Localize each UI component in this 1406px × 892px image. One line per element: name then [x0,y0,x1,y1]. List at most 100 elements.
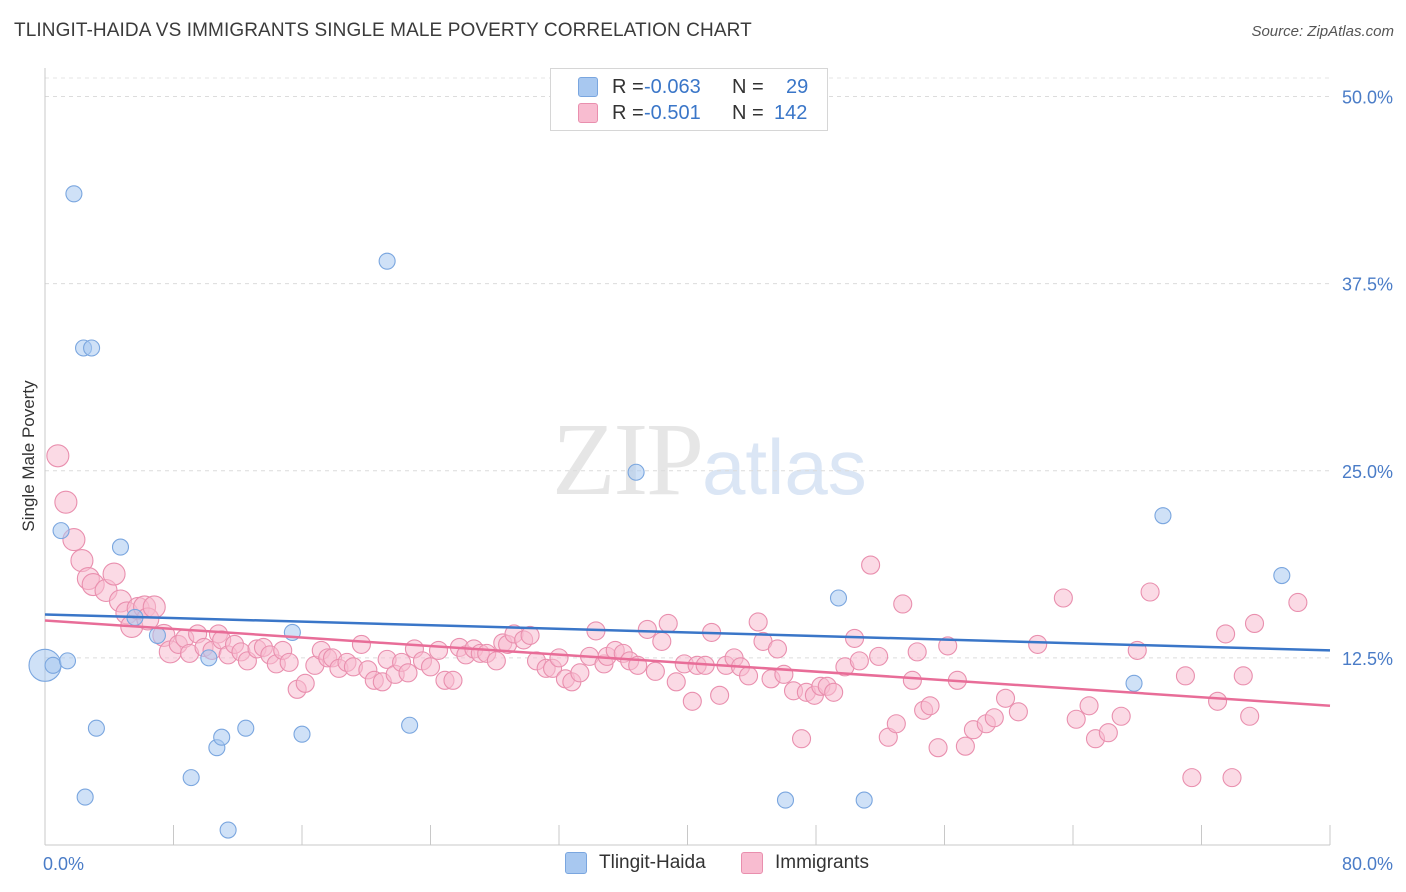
immigrants-point [907,642,927,662]
watermark-atlas: atlas [702,423,867,511]
immigrants-point [351,634,371,654]
immigrants-point [279,652,299,672]
axes [44,68,1331,846]
immigrants-point [295,673,315,693]
immigrants-point [791,729,812,749]
immigrants-point [920,696,940,716]
legend-swatch-pink [741,852,763,874]
tlingit-haida-point [1125,674,1143,692]
legend-n-value: 29 [786,75,809,98]
tlingit-haida-point [378,252,396,270]
tlingit-haida-point [855,791,873,809]
immigrants-point [1053,588,1073,608]
immigrants-point [861,555,881,575]
source-label: Source: ZipAtlas.com [1251,23,1394,40]
tlingit-haida-point [293,725,311,743]
immigrants-point [645,661,665,681]
legend-item-tlingit-haida[interactable]: Tlingit-Haida [565,852,706,874]
immigrants-trend-line [44,619,1331,708]
tlingit-haida-point [776,791,795,809]
immigrants-point [1111,706,1131,726]
tlingit-haida-trend-line [44,613,1331,652]
legend-r-value: -0.063 [644,75,701,98]
immigrants-point [1233,666,1253,686]
immigrants-point [767,639,788,659]
immigrants-point [54,490,78,514]
tlingit-haida-point [83,339,101,357]
x-tick-label-min: 0.0% [43,854,84,874]
y-tick-label: 12.5% [1342,649,1393,669]
tlingit-haida-point [829,589,848,607]
y-tick-label: 37.5% [1342,275,1393,295]
trend-lines [44,613,1331,708]
immigrants-point [1175,666,1195,686]
immigrants-point [886,714,906,734]
immigrants-point [549,648,569,668]
immigrants-point [398,663,418,683]
immigrants-point [658,613,678,633]
tlingit-haida-point [111,538,130,556]
immigrants-point [46,444,70,468]
immigrants-point [1066,709,1086,729]
legend-n-value: 142 [774,101,808,124]
legend-swatch-blue [565,852,587,874]
legend-label: Tlingit-Haida [599,852,706,873]
tlingit-haida-point [58,652,77,670]
immigrants-point [420,657,441,677]
y-tick-label: 25.0% [1342,462,1393,482]
immigrants-point [1288,592,1308,613]
tlingit-haida-point [148,626,166,644]
immigrants-point [1208,691,1228,711]
immigrants-point [869,646,889,666]
immigrants-point [142,595,166,619]
immigrants-point [1240,706,1260,726]
immigrants-point [1098,723,1118,743]
x-tick-label-max: 80.0% [1342,854,1393,874]
immigrants-point [1079,696,1099,716]
legend-r-value: -0.501 [644,101,701,124]
immigrants-point [995,688,1016,708]
legend-item-immigrants[interactable]: Immigrants [741,852,869,874]
immigrants-point [849,651,869,671]
immigrants-point [486,651,506,671]
immigrants-point [902,670,922,690]
tlingit-haida-point [87,719,105,737]
tlingit-haida-point [1273,566,1291,585]
immigrants-point [570,663,590,683]
legend-r-label: R = [612,101,644,124]
immigrants-points [46,444,1308,788]
tlingit-haida-point [627,463,645,481]
gridlines [45,77,1330,659]
legend-swatch-pink [578,103,598,123]
immigrants-point [1028,634,1048,654]
immigrants-point [824,682,844,702]
tlingit-haida-point [65,185,83,203]
immigrants-point [1216,624,1236,644]
immigrants-point [666,672,686,692]
immigrants-point [443,670,463,690]
tlingit-haida-points [28,185,1291,839]
legend-swatch-blue [578,77,598,97]
immigrants-point [1182,768,1202,788]
immigrants-point [682,691,702,711]
watermark-zip: ZIP [552,402,704,517]
tlingit-haida-point [76,788,94,806]
immigrants-point [984,708,1004,728]
immigrants-point [928,738,948,758]
immigrants-point [1244,613,1265,633]
immigrants-point [893,594,913,614]
tlingit-haida-point [200,649,218,667]
series-legend: Tlingit-Haida Immigrants [0,852,1406,878]
legend-r-label: R = [612,75,644,98]
tlingit-haida-point [52,522,70,540]
immigrants-point [1008,702,1028,722]
tlingit-haida-point [401,716,419,734]
immigrants-point [1222,768,1242,788]
immigrants-point [652,631,672,651]
tlingit-haida-point [213,728,231,746]
y-axis-label: Single Male Poverty [19,380,38,532]
tlingit-haida-point [182,769,200,787]
tlingit-haida-point [44,656,62,674]
immigrants-point [637,619,657,639]
legend-n-label: N = [732,75,764,98]
